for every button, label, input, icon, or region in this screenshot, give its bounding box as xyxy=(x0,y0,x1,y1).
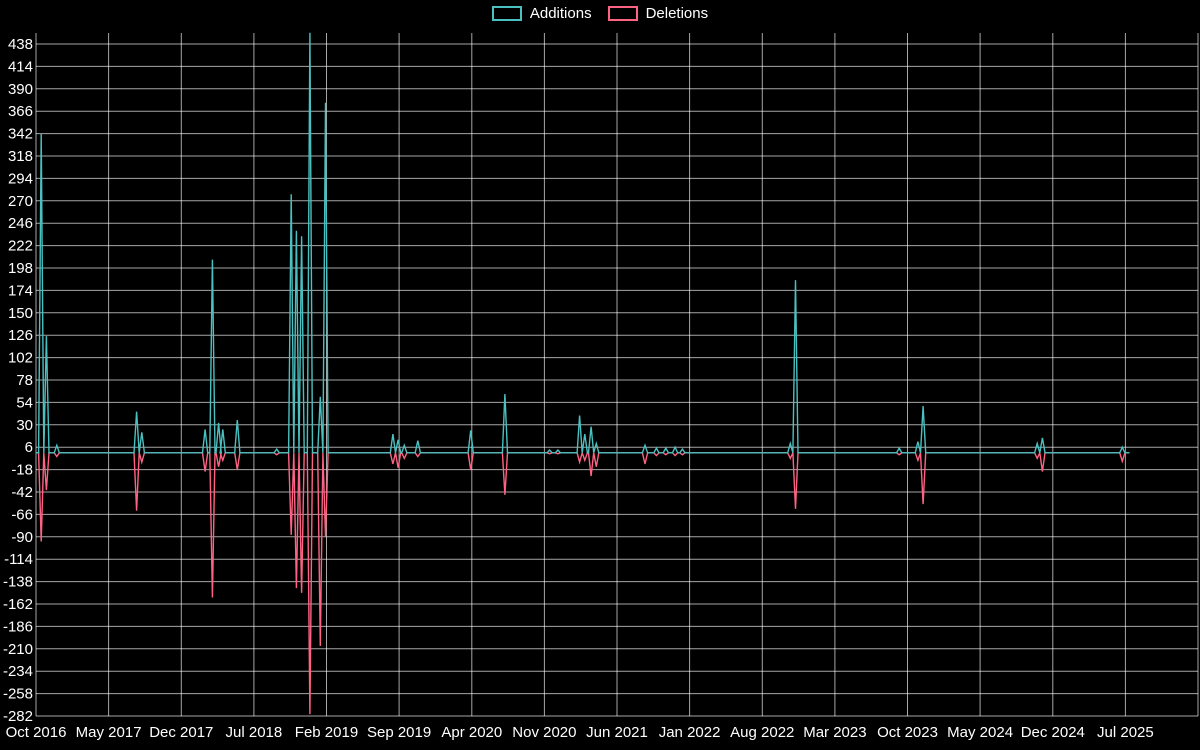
svg-text:-234: -234 xyxy=(3,663,33,680)
svg-text:May 2017: May 2017 xyxy=(76,724,142,741)
svg-text:-90: -90 xyxy=(11,529,33,546)
svg-text:438: 438 xyxy=(8,36,33,53)
svg-text:-114: -114 xyxy=(4,551,33,568)
svg-text:102: 102 xyxy=(8,350,33,367)
chart-legend: Additions Deletions xyxy=(0,6,1200,21)
svg-text:270: 270 xyxy=(8,193,33,210)
svg-text:198: 198 xyxy=(8,260,33,277)
svg-text:78: 78 xyxy=(16,372,33,389)
svg-text:-258: -258 xyxy=(3,686,33,703)
svg-text:366: 366 xyxy=(8,103,33,120)
svg-text:-162: -162 xyxy=(3,596,33,613)
svg-text:Apr 2020: Apr 2020 xyxy=(441,724,502,741)
svg-text:Aug 2022: Aug 2022 xyxy=(730,724,794,741)
svg-text:342: 342 xyxy=(8,126,33,143)
svg-text:390: 390 xyxy=(8,81,33,98)
svg-text:May 2024: May 2024 xyxy=(947,724,1013,741)
svg-text:30: 30 xyxy=(16,417,33,434)
svg-text:-186: -186 xyxy=(3,618,33,635)
legend-item-additions[interactable]: Additions xyxy=(491,5,592,22)
svg-text:-42: -42 xyxy=(11,484,33,501)
svg-text:150: 150 xyxy=(8,305,33,322)
svg-text:Oct 2016: Oct 2016 xyxy=(6,724,67,741)
svg-text:222: 222 xyxy=(8,238,33,255)
svg-text:54: 54 xyxy=(16,394,33,411)
legend-swatch-additions xyxy=(491,6,522,21)
svg-text:Jul 2018: Jul 2018 xyxy=(226,724,283,741)
svg-text:-210: -210 xyxy=(3,641,33,658)
legend-item-deletions[interactable]: Deletions xyxy=(607,5,709,22)
svg-text:Sep 2019: Sep 2019 xyxy=(367,724,431,741)
svg-text:174: 174 xyxy=(8,282,33,299)
legend-label-deletions: Deletions xyxy=(645,5,709,22)
svg-text:318: 318 xyxy=(8,148,33,165)
svg-text:Jan 2022: Jan 2022 xyxy=(659,724,721,741)
svg-text:Feb 2019: Feb 2019 xyxy=(295,724,358,741)
svg-text:246: 246 xyxy=(8,215,33,232)
svg-text:Dec 2017: Dec 2017 xyxy=(149,724,213,741)
svg-text:414: 414 xyxy=(8,58,33,75)
svg-text:294: 294 xyxy=(8,170,33,187)
legend-label-additions: Additions xyxy=(529,5,592,22)
svg-text:Jul 2025: Jul 2025 xyxy=(1097,724,1154,741)
svg-text:-138: -138 xyxy=(3,574,33,591)
svg-text:Oct 2023: Oct 2023 xyxy=(877,724,938,741)
legend-swatch-deletions xyxy=(607,6,638,21)
svg-text:6: 6 xyxy=(25,439,33,456)
svg-text:Jun 2021: Jun 2021 xyxy=(586,724,648,741)
svg-text:-66: -66 xyxy=(11,506,33,523)
svg-text:-18: -18 xyxy=(11,462,33,479)
svg-text:Mar 2023: Mar 2023 xyxy=(803,724,866,741)
svg-text:126: 126 xyxy=(8,327,33,344)
svg-text:Nov 2020: Nov 2020 xyxy=(512,724,576,741)
svg-text:-282: -282 xyxy=(3,708,33,725)
svg-text:Dec 2024: Dec 2024 xyxy=(1021,724,1085,741)
